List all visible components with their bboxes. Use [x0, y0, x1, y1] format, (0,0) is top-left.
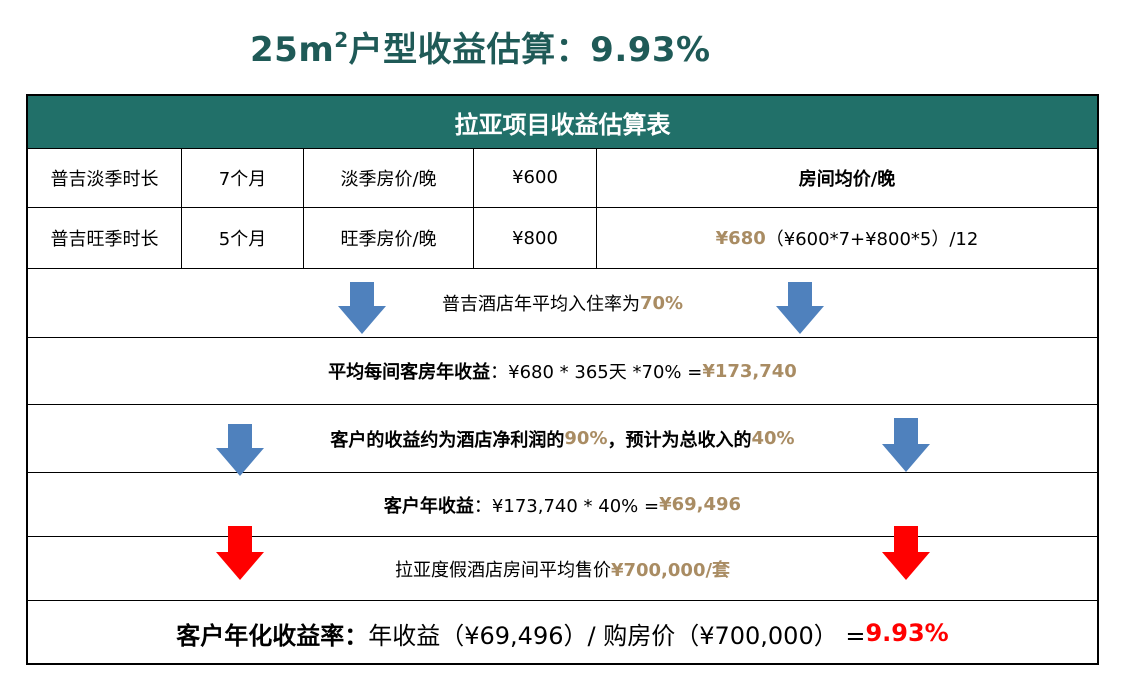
- avg-price-value: ¥680 （¥600*7+¥800*5）/12: [715, 227, 979, 251]
- high-season-price-label: 旺季房价/晚: [304, 208, 474, 268]
- red-down-arrow-icon: [882, 526, 930, 580]
- table-row: 客户年收益 ：¥173,740 * 40% = ¥69,496: [28, 473, 1097, 537]
- annual-yield: 客户年化收益率： 年收益（¥69,496）/ 购房价（¥700,000） = 9.…: [176, 619, 949, 650]
- client-share-text: 客户的收益约为酒店净利润的 90% ，预计为总收入的 40%: [330, 428, 795, 451]
- down-arrow-icon: [882, 418, 930, 472]
- low-season-price: ¥600: [474, 148, 597, 207]
- table-row: 拉亚度假酒店房间平均售价 ¥700,000/套: [28, 537, 1097, 601]
- table-row: 客户年化收益率： 年收益（¥69,496）/ 购房价（¥700,000） = 9.…: [28, 601, 1097, 665]
- table-row: 普吉淡季时长 7个月 淡季房价/晚 ¥600 房间均价/晚: [28, 148, 1097, 208]
- table-row: 普吉酒店年平均入住率为 70%: [28, 269, 1097, 338]
- page-title: 25m2户型收益估算：9.93%: [250, 28, 711, 70]
- room-annual-income: 平均每间客房年收益 ：¥680 * 365天 *70% = ¥173,740: [328, 360, 797, 384]
- high-season-duration: 5个月: [182, 208, 304, 268]
- table-header: 拉亚项目收益估算表: [28, 96, 1097, 149]
- down-arrow-icon: [776, 282, 824, 334]
- low-season-label: 普吉淡季时长: [28, 148, 182, 207]
- high-season-label: 普吉旺季时长: [28, 208, 182, 268]
- table-row: 客户的收益约为酒店净利润的 90% ，预计为总收入的 40%: [28, 405, 1097, 473]
- avg-price-label: 房间均价/晚: [798, 168, 896, 190]
- avg-sale-price: 拉亚度假酒店房间平均售价 ¥700,000/套: [394, 559, 731, 581]
- down-arrow-icon: [216, 424, 264, 476]
- occupancy-text: 普吉酒店年平均入住率为 70%: [441, 292, 684, 316]
- table-row: 普吉旺季时长 5个月 旺季房价/晚 ¥800 ¥680 （¥600*7+¥800*…: [28, 208, 1097, 269]
- estimate-table: 拉亚项目收益估算表 普吉淡季时长 7个月 淡季房价/晚 ¥600 房间均价/晚 …: [26, 94, 1099, 665]
- table-row: 平均每间客房年收益 ：¥680 * 365天 *70% = ¥173,740: [28, 338, 1097, 405]
- down-arrow-icon: [338, 282, 386, 334]
- red-down-arrow-icon: [216, 526, 264, 580]
- low-season-price-label: 淡季房价/晚: [304, 148, 474, 207]
- low-season-duration: 7个月: [182, 148, 304, 207]
- client-annual-income: 客户年收益 ：¥173,740 * 40% = ¥69,496: [383, 494, 742, 517]
- high-season-price: ¥800: [474, 208, 597, 268]
